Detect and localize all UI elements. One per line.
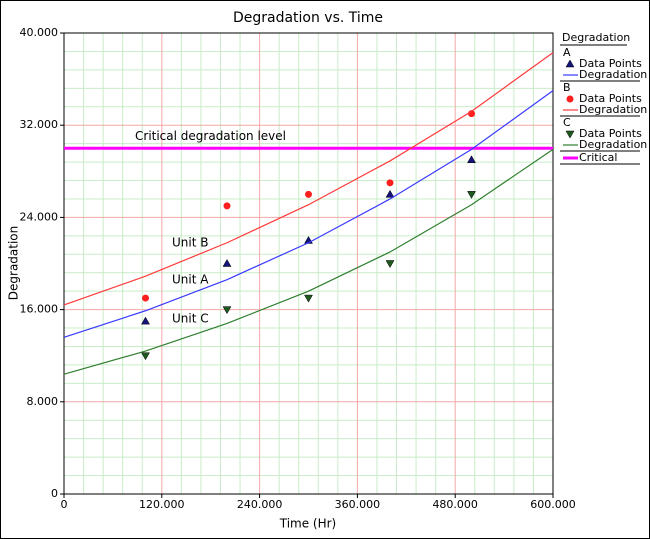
y-tick-label: 0 <box>51 487 58 500</box>
chart-title: Degradation vs. Time <box>233 10 383 26</box>
y-axis-label: Degradation <box>7 226 21 300</box>
data-point <box>141 352 150 361</box>
data-point <box>467 155 476 164</box>
legend-marker <box>566 95 574 103</box>
reference-label: Critical degradation level <box>135 129 286 143</box>
legend-label: Critical <box>579 151 617 164</box>
legend-title: Degradation <box>562 31 630 44</box>
plot-area <box>63 32 554 495</box>
data-point <box>385 189 395 198</box>
x-tick-label: 240.000 <box>237 498 283 511</box>
annotation: Unit A <box>172 273 209 287</box>
data-point <box>142 294 149 302</box>
data-point <box>305 190 312 198</box>
y-tick-label: 40.000 <box>20 26 59 39</box>
legend-label: Degradation <box>579 138 647 151</box>
legend-group: B <box>563 81 571 94</box>
y-tick-label: 32.000 <box>20 118 59 131</box>
legend-marker <box>565 59 575 68</box>
x-axis-label: Time (Hr) <box>279 517 337 531</box>
legend-group: A <box>563 46 571 59</box>
legend-label: Data Points <box>579 127 642 140</box>
legend-label: Data Points <box>579 92 642 105</box>
data-point <box>222 258 232 267</box>
legend-label: Degradation <box>579 103 647 116</box>
legend-marker <box>565 130 575 139</box>
fit-line <box>63 52 554 306</box>
data-point <box>385 260 395 269</box>
data-point <box>304 294 313 303</box>
data-point <box>467 191 476 199</box>
y-tick-label: 8.000 <box>27 395 59 408</box>
data-point <box>386 179 394 187</box>
fit-line <box>63 148 554 375</box>
y-tick-label: 24.000 <box>20 210 59 223</box>
data-point <box>223 202 231 210</box>
x-tick-label: 480.000 <box>432 498 478 511</box>
x-tick-label: 360.000 <box>335 498 381 511</box>
fit-line <box>63 90 554 338</box>
x-tick-label: 600.000 <box>530 498 576 511</box>
data-point <box>141 316 150 325</box>
annotation: Unit C <box>172 312 209 326</box>
legend-group: C <box>563 116 571 129</box>
legend-label: Degradation <box>579 68 647 81</box>
y-tick-label: 16.000 <box>20 303 59 316</box>
x-tick-label: 120.000 <box>139 498 185 511</box>
legend-label: Data Points <box>579 57 642 70</box>
annotation: Unit B <box>172 236 208 250</box>
data-point <box>222 306 232 315</box>
x-tick-label: 0 <box>61 498 68 511</box>
